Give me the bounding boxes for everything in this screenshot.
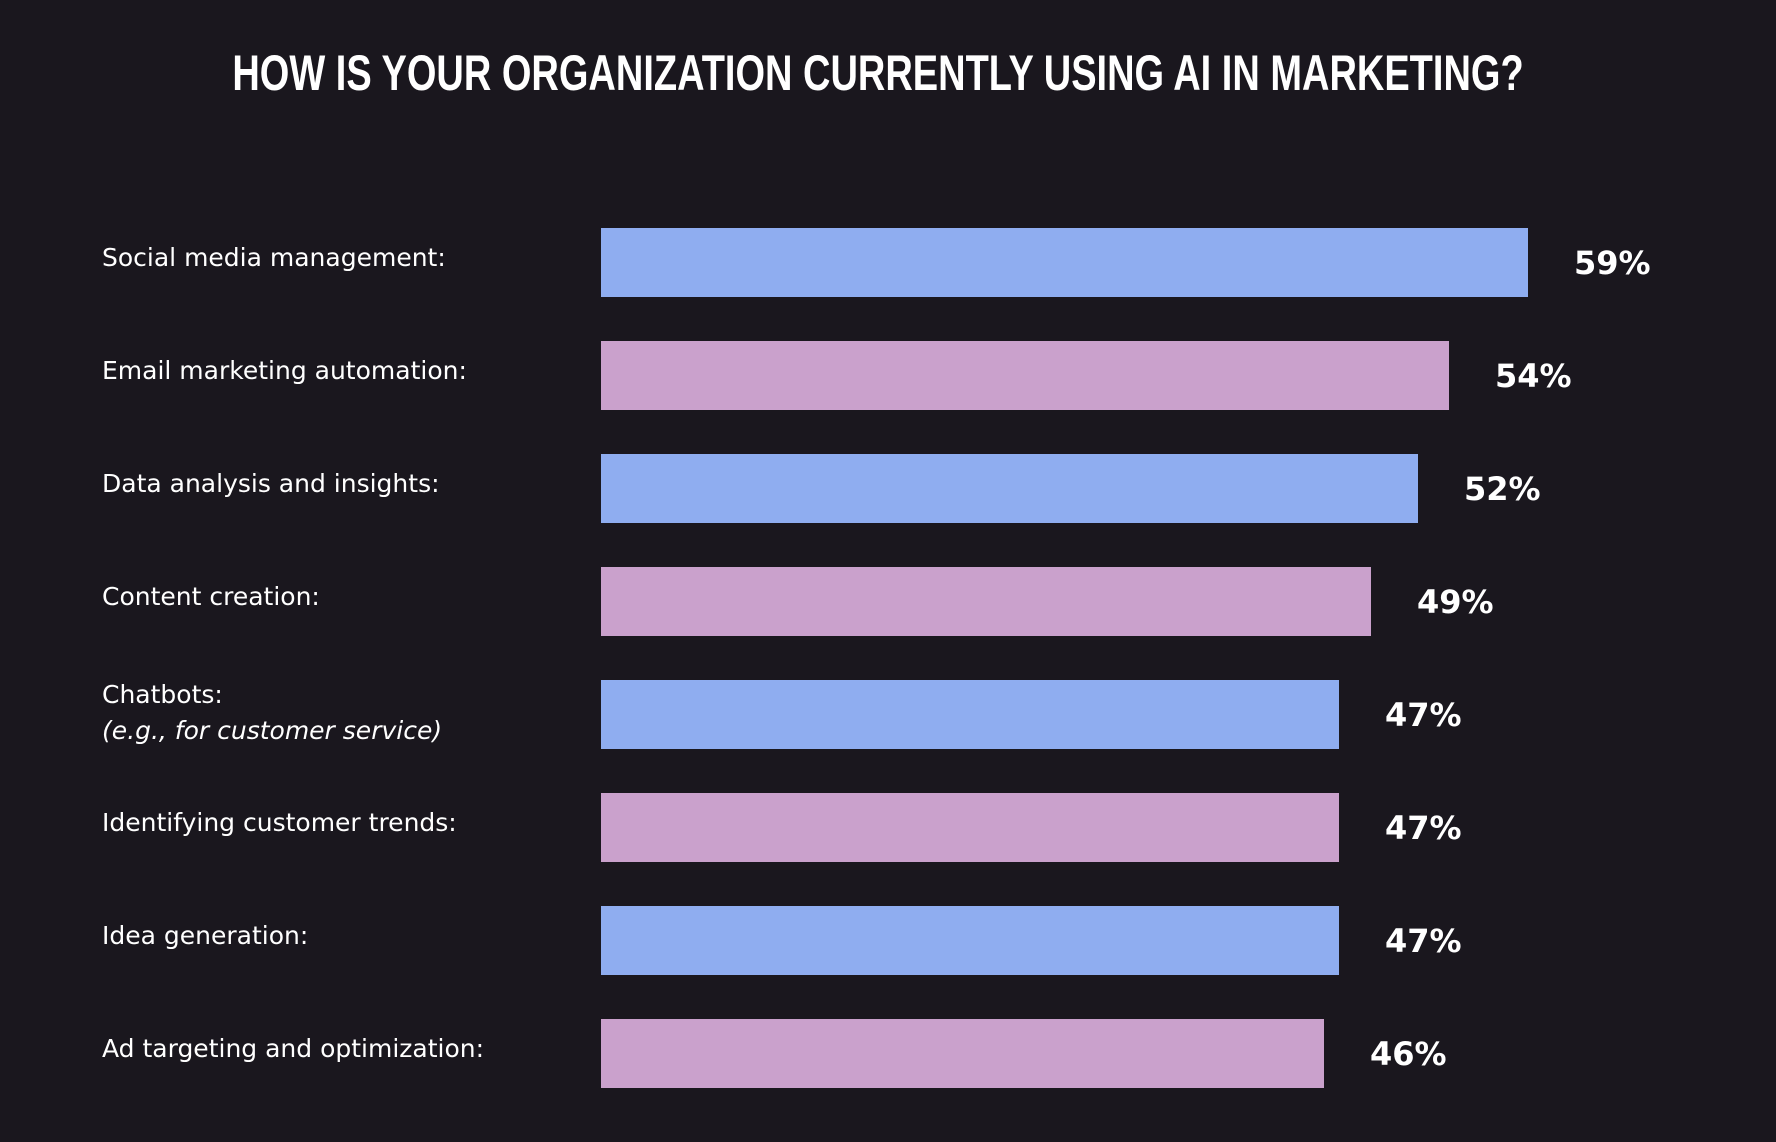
category-label: Email marketing automation: xyxy=(102,353,582,389)
bar xyxy=(601,341,1449,410)
category-label: Content creation: xyxy=(102,579,582,615)
category-label: Ad targeting and optimization: xyxy=(102,1031,582,1067)
category-sublabel-text: (e.g., for customer service) xyxy=(102,715,443,745)
category-label: Social media management: xyxy=(102,240,582,276)
category-label-text: Chatbots: xyxy=(102,679,223,709)
category-label-text: Idea generation: xyxy=(102,920,309,950)
bar xyxy=(601,680,1339,749)
value-label: 47% xyxy=(1385,695,1462,734)
bar xyxy=(601,454,1418,523)
category-label-text: Identifying customer trends: xyxy=(102,807,457,837)
category-label: Identifying customer trends: xyxy=(102,805,582,841)
value-label: 52% xyxy=(1464,469,1541,508)
category-label-text: Content creation: xyxy=(102,581,320,611)
category-label-text: Data analysis and insights: xyxy=(102,468,440,498)
category-label-text: Social media management: xyxy=(102,242,446,272)
bar xyxy=(601,906,1339,975)
value-label: 54% xyxy=(1495,356,1572,395)
chart-title: HOW IS YOUR ORGANIZATION CURRENTLY USING… xyxy=(232,45,1524,101)
value-label: 49% xyxy=(1417,582,1494,621)
value-label: 46% xyxy=(1370,1034,1447,1073)
category-label: Idea generation: xyxy=(102,918,582,954)
bar xyxy=(601,793,1339,862)
bar xyxy=(601,1019,1324,1088)
category-label: Data analysis and insights: xyxy=(102,466,582,502)
category-label: Chatbots: (e.g., for customer service) xyxy=(102,677,582,749)
bar xyxy=(601,228,1528,297)
value-label: 47% xyxy=(1385,921,1462,960)
value-label: 47% xyxy=(1385,808,1462,847)
bar xyxy=(601,567,1371,636)
category-label-text: Ad targeting and optimization: xyxy=(102,1033,485,1063)
category-label-text: Email marketing automation: xyxy=(102,355,467,385)
value-label: 59% xyxy=(1574,243,1651,282)
